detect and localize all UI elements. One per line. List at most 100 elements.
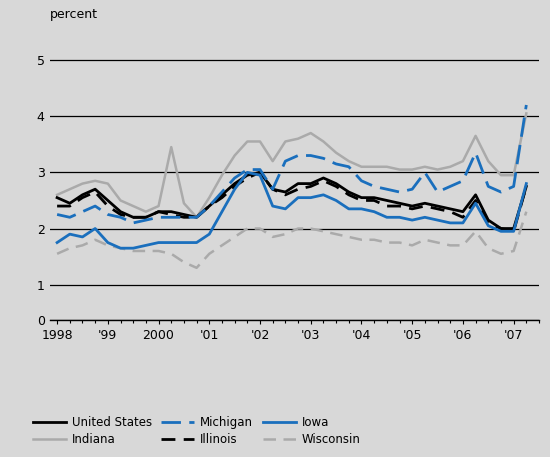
Illinois — [54, 203, 60, 209]
Indiana — [358, 164, 365, 170]
Indiana — [130, 203, 136, 209]
Iowa — [193, 240, 200, 245]
Michigan — [421, 170, 428, 175]
Illinois — [232, 184, 238, 189]
United States — [79, 192, 86, 197]
Indiana — [295, 136, 301, 141]
United States — [67, 201, 73, 206]
Indiana — [104, 181, 111, 186]
Michigan — [168, 214, 174, 220]
Illinois — [510, 228, 517, 234]
Michigan — [523, 102, 530, 108]
Michigan — [510, 184, 517, 189]
Iowa — [307, 195, 314, 200]
Michigan — [434, 189, 441, 195]
Michigan — [130, 220, 136, 226]
United States — [320, 175, 327, 181]
Illinois — [447, 209, 454, 214]
Illinois — [523, 184, 530, 189]
Michigan — [498, 189, 504, 195]
Iowa — [523, 181, 530, 186]
United States — [270, 186, 276, 192]
Michigan — [270, 186, 276, 192]
Michigan — [320, 155, 327, 161]
Indiana — [421, 164, 428, 170]
Indiana — [333, 150, 339, 155]
Illinois — [180, 214, 187, 220]
Michigan — [295, 153, 301, 158]
United States — [117, 209, 124, 214]
Michigan — [460, 178, 466, 184]
Michigan — [333, 161, 339, 167]
Iowa — [472, 201, 479, 206]
Illinois — [168, 212, 174, 217]
Wisconsin — [130, 248, 136, 254]
Wisconsin — [79, 243, 86, 248]
Michigan — [155, 214, 162, 220]
United States — [460, 209, 466, 214]
Line: Illinois: Illinois — [57, 172, 526, 231]
Illinois — [320, 178, 327, 184]
Wisconsin — [244, 226, 251, 231]
Wisconsin — [460, 243, 466, 248]
Illinois — [345, 192, 352, 197]
United States — [333, 181, 339, 186]
Michigan — [371, 184, 377, 189]
Illinois — [104, 203, 111, 209]
Iowa — [257, 172, 263, 178]
Indiana — [383, 164, 390, 170]
Line: United States: United States — [57, 172, 526, 228]
Iowa — [180, 240, 187, 245]
Wisconsin — [117, 245, 124, 251]
Indiana — [460, 159, 466, 164]
United States — [104, 198, 111, 203]
Indiana — [472, 133, 479, 138]
Wisconsin — [371, 237, 377, 243]
Wisconsin — [206, 251, 213, 256]
Michigan — [409, 186, 415, 192]
Illinois — [206, 203, 213, 209]
Indiana — [168, 144, 174, 150]
United States — [92, 186, 98, 192]
Michigan — [358, 178, 365, 184]
Wisconsin — [307, 226, 314, 231]
Illinois — [130, 214, 136, 220]
United States — [371, 195, 377, 200]
Iowa — [447, 220, 454, 226]
Wisconsin — [472, 228, 479, 234]
Iowa — [142, 243, 149, 248]
Indiana — [54, 192, 60, 197]
Text: percent: percent — [50, 8, 97, 21]
United States — [232, 181, 238, 186]
Line: Iowa: Iowa — [57, 172, 526, 248]
Michigan — [396, 189, 403, 195]
Indiana — [180, 201, 187, 206]
Illinois — [244, 175, 251, 181]
United States — [523, 184, 530, 189]
Indiana — [409, 167, 415, 172]
Indiana — [282, 139, 289, 144]
Wisconsin — [219, 243, 225, 248]
United States — [295, 181, 301, 186]
Indiana — [523, 111, 530, 116]
Iowa — [460, 220, 466, 226]
Michigan — [485, 184, 492, 189]
Iowa — [383, 214, 390, 220]
United States — [434, 203, 441, 209]
United States — [409, 203, 415, 209]
United States — [54, 195, 60, 200]
Illinois — [219, 195, 225, 200]
Illinois — [333, 184, 339, 189]
United States — [498, 226, 504, 231]
Indiana — [117, 198, 124, 203]
Wisconsin — [345, 234, 352, 239]
Iowa — [333, 198, 339, 203]
Illinois — [498, 226, 504, 231]
United States — [472, 192, 479, 197]
Iowa — [371, 209, 377, 214]
Indiana — [396, 167, 403, 172]
Indiana — [232, 153, 238, 158]
Wisconsin — [257, 226, 263, 231]
Wisconsin — [333, 231, 339, 237]
Iowa — [320, 192, 327, 197]
